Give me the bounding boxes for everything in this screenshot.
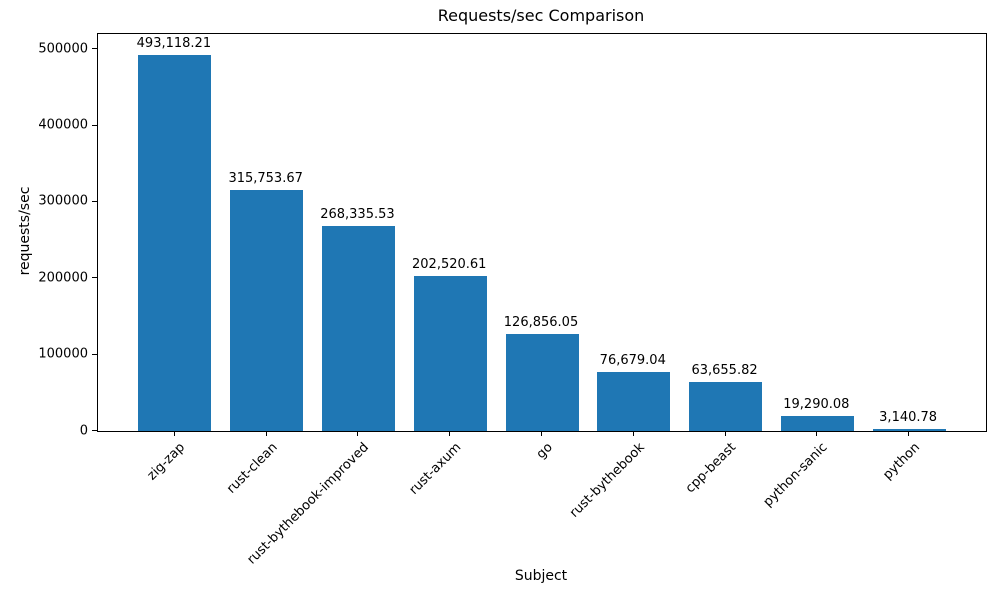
y-tick [92,277,97,279]
bar [689,382,763,431]
y-tick [92,353,97,355]
y-tick-label: 300000 [38,193,88,209]
x-tick-label: python-sanic [760,440,831,510]
x-tick [449,431,451,436]
bar [230,189,304,431]
bar [872,428,946,431]
x-tick-label: rust-bythebook [566,440,648,521]
bar-value-label: 76,679.04 [599,353,666,369]
bar-value-label: 202,520.61 [412,257,487,273]
plot-area [97,33,987,432]
y-tick [92,48,97,50]
y-tick [92,430,97,431]
x-tick [541,431,542,436]
bar [321,226,395,431]
bar-value-label: 126,856.05 [503,315,579,331]
bar-value-label: 268,335.53 [320,207,395,223]
x-tick-label: cpp-beast [682,440,740,497]
x-tick-label: python [879,440,923,483]
bar [780,416,854,431]
y-tick-label: 200000 [38,270,88,286]
x-tick [816,431,818,436]
y-tick [92,124,97,126]
bar [505,334,579,431]
x-tick-label: rust-clean [223,440,281,497]
x-tick [632,431,634,436]
x-tick [724,431,726,436]
x-tick [173,431,175,436]
y-tick-label: 400000 [38,117,88,133]
bar-value-label: 19,290.08 [783,397,850,413]
y-tick [92,200,97,202]
bar [138,54,212,431]
y-tick-label: 100000 [38,346,88,362]
x-tick [357,431,359,436]
x-tick [908,431,910,436]
x-tick-label: go [533,440,556,463]
bar [597,372,671,431]
x-axis-label: Subject [514,568,568,584]
bar [413,276,487,431]
bar-value-label: 315,753.67 [228,170,303,186]
x-tick [265,431,267,436]
bar-value-label: 63,655.82 [691,363,758,379]
chart-title: Requests/sec Comparison [437,6,645,25]
x-tick-label: rust-axum [406,440,464,498]
y-tick-label: 0 [79,423,88,438]
bar-value-label: 493,118.21 [136,35,212,51]
y-tick-label: 500000 [38,41,88,57]
x-tick-label: zig-zap [145,440,189,484]
bar-value-label: 3,140.78 [879,409,938,425]
